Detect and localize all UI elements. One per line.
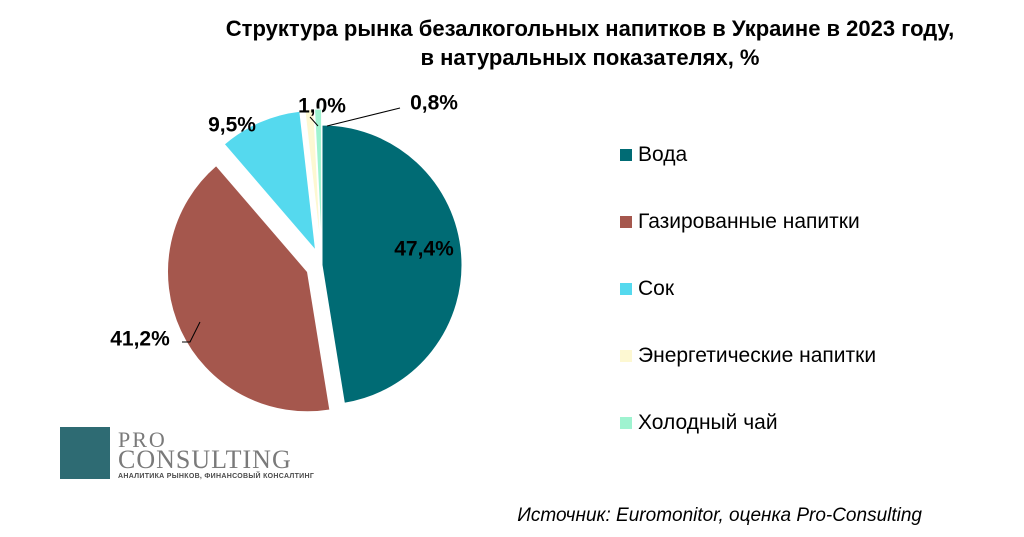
data-label-iced-tea: 0,8%	[410, 92, 458, 115]
chart-title: Структура рынка безалкогольных напитков …	[160, 14, 1020, 72]
source-note: Источник: Euromonitor, оценка Pro-Consul…	[517, 505, 922, 526]
legend-swatch-iced-tea	[620, 417, 632, 429]
legend-label-juice: Сок	[638, 277, 675, 300]
legend-item-energy: Энергетические напитки	[620, 341, 876, 408]
legend-swatch-energy	[620, 350, 632, 362]
legend-label-voda: Вода	[638, 143, 688, 166]
legend-label-iced-tea: Холодный чай	[638, 411, 778, 434]
legend-item-iced-tea: Холодный чай	[620, 408, 876, 475]
legend-swatch-juice	[620, 283, 632, 295]
pro-consulting-logo: PRO CONSULTING АНАЛИТИКА РЫНКОВ, ФИНАНСО…	[60, 425, 314, 485]
legend-item-juice: Сок	[620, 274, 876, 341]
logo-text-consulting: CONSULTING	[118, 445, 292, 474]
leader-line-iced-tea	[326, 107, 401, 127]
chart-title-line-1: Структура рынка безалкогольных напитков …	[225, 16, 955, 41]
chart-legend: Вода Газированные напитки Сок Энергетиче…	[620, 140, 876, 475]
legend-label-energy: Энергетические напитки	[638, 344, 877, 367]
chart-title-line-2: в натуральных показателях, %	[420, 45, 760, 70]
data-label-energy: 1,0%	[298, 95, 346, 118]
pie-slice-iced-tea	[314, 108, 323, 250]
leader-line-carbonated	[182, 321, 201, 343]
leader-line-energy	[309, 116, 319, 127]
data-label-juice: 9,5%	[208, 114, 256, 137]
legend-item-carbonated: Газированные напитки	[620, 207, 876, 274]
pie-slice-energy	[304, 108, 322, 250]
data-label-voda: 47,4%	[394, 238, 454, 261]
legend-label-carbonated: Газированные напитки	[638, 210, 860, 233]
logo-text-pro: PRO	[118, 427, 167, 452]
data-label-carbonated: 41,2%	[110, 328, 170, 351]
logo-mark-icon	[60, 427, 110, 479]
legend-swatch-carbonated	[620, 216, 632, 228]
legend-swatch-voda	[620, 149, 632, 161]
pie-slice-voda	[321, 124, 463, 404]
legend-item-voda: Вода	[620, 140, 876, 207]
logo-tagline: АНАЛИТИКА РЫНКОВ, ФИНАНСОВЫЙ КОНСАЛТИНГ	[118, 473, 315, 480]
pie-slice-juice	[223, 110, 317, 252]
pie-slice-carbonated	[167, 164, 331, 413]
